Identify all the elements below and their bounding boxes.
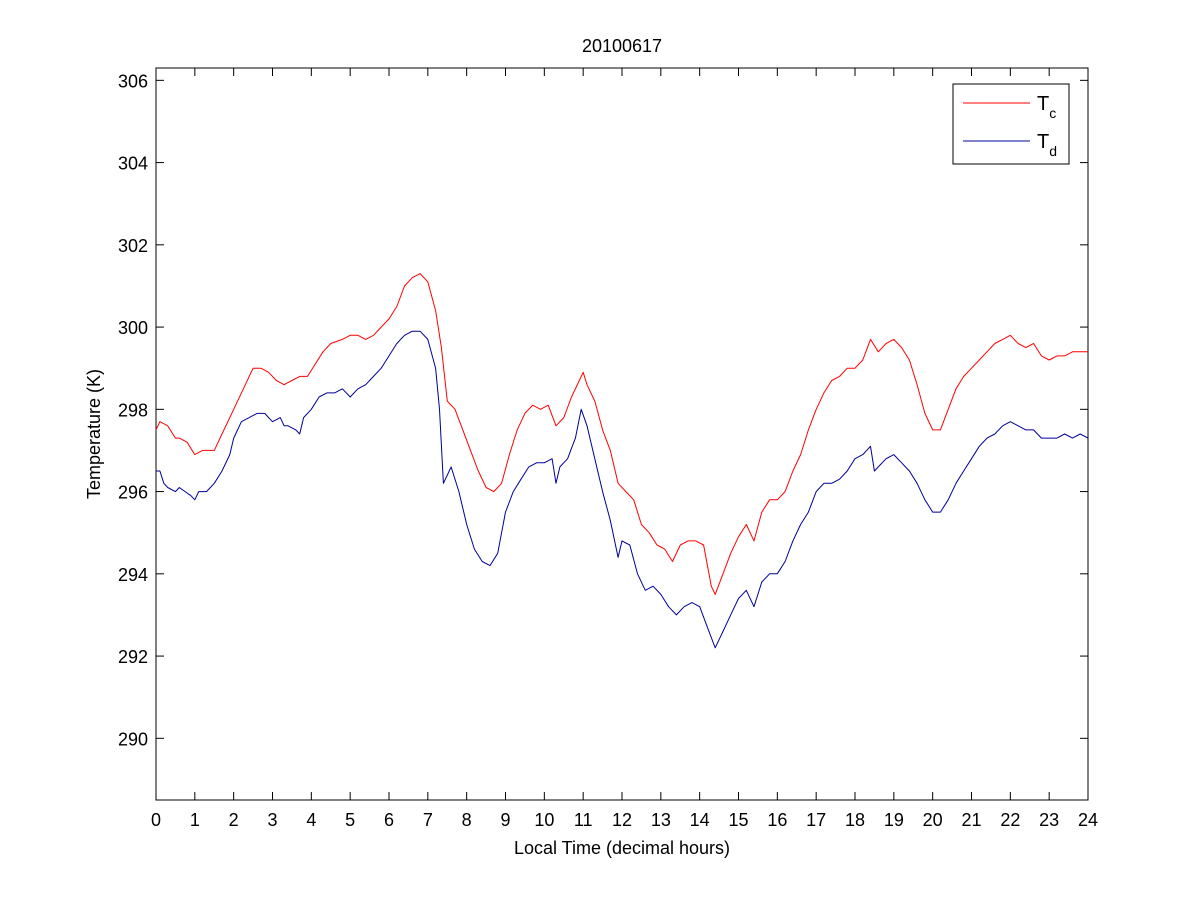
y-tick-label: 304 [118,154,148,174]
x-tick-label: 7 [423,810,433,830]
x-tick-label: 22 [1000,810,1020,830]
y-tick-label: 300 [118,318,148,338]
legend-box [952,83,1070,165]
x-tick-label: 0 [151,810,161,830]
x-tick-label: 15 [728,810,748,830]
legend-subscript-c: c [1049,105,1056,121]
x-tick-label: 10 [534,810,554,830]
x-tick-label: 4 [306,810,316,830]
x-tick-label: 13 [651,810,671,830]
x-tick-label: 5 [345,810,355,830]
x-tick-label: 14 [690,810,710,830]
x-tick-label: 16 [767,810,787,830]
y-tick-label: 302 [118,236,148,256]
y-tick-label: 290 [118,729,148,749]
x-tick-label: 17 [806,810,826,830]
x-tick-label: 23 [1039,810,1059,830]
series-layer [155,273,1089,649]
chart-title: 20100617 [582,36,662,56]
x-tick-label: 18 [845,810,865,830]
x-axis-title: Local Time (decimal hours) [514,838,730,858]
x-tick-label: 20 [923,810,943,830]
y-tick-label: 306 [118,71,148,91]
series-line-d [156,330,1089,649]
x-tick-label: 3 [267,810,277,830]
x-tick-label: 1 [190,810,200,830]
x-tick-label: 12 [612,810,632,830]
y-tick-label: 298 [118,400,148,420]
x-tick-label: 8 [462,810,472,830]
y-axis-title: Temperature (K) [84,369,104,499]
y-tick-label: 292 [118,647,148,667]
x-tick-label: 24 [1078,810,1098,830]
y-tick-label: 294 [118,565,148,585]
plot-area [155,67,1089,801]
tick-layer: 0 1 2 3 4 5 6 7 8 9 10 11 12 13 14 15 16 17 18 19 20 21 22 23 24… [118,68,1098,830]
y-tick-label: 296 [118,483,148,503]
series-line-c [155,273,1088,595]
x-tick-label: 19 [884,810,904,830]
x-tick-label: 21 [961,810,981,830]
x-tick-label: 2 [229,810,239,830]
x-tick-label: 11 [574,810,593,830]
legend-subscript-d: d [1049,143,1057,159]
x-tick-label: 6 [384,810,394,830]
x-tick-label: 9 [500,810,510,830]
